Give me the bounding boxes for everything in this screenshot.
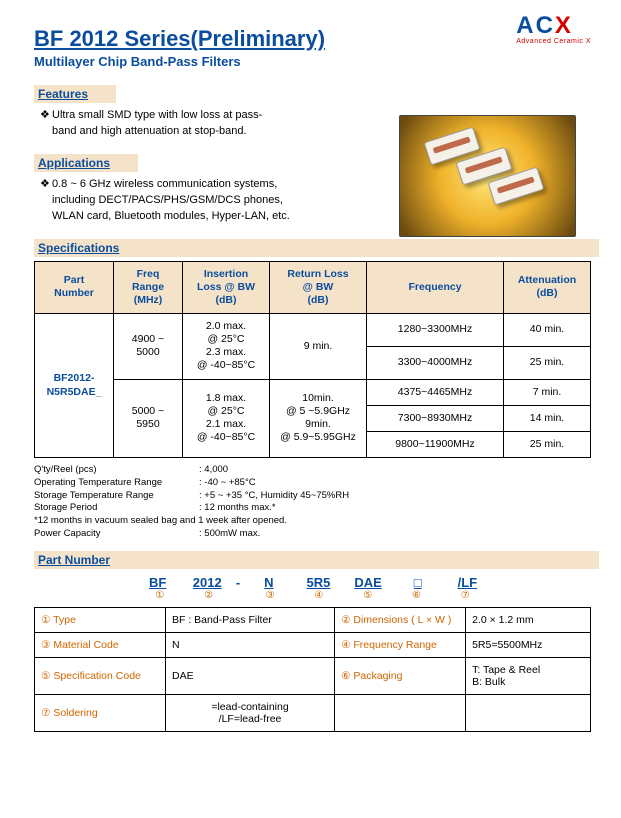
page-subtitle: Multilayer Chip Band-Pass Filters [34, 54, 591, 69]
features-text: ❖Ultra small SMD type with low loss at p… [34, 105, 340, 148]
col-part-number: Part Number [35, 261, 114, 313]
features-heading: Features [34, 85, 116, 103]
logo-subtext: Advanced Ceramic X [516, 38, 591, 45]
part-number-heading: Part Number [34, 551, 599, 569]
spec-part-number: BF2012-N5R5DAE_ [35, 314, 114, 458]
product-image [399, 115, 576, 237]
logo-text: ACX [516, 14, 591, 38]
col-attenuation: Attenuation (dB) [504, 261, 591, 313]
col-return-loss: Return Loss @ BW (dB) [270, 261, 367, 313]
part-number-index: ① ② ③ ④ ⑤ ⑥ ⑦ [34, 590, 591, 601]
col-freq-range: Freq Range (MHz) [114, 261, 183, 313]
spec-table: Part Number Freq Range (MHz) Insertion L… [34, 261, 591, 458]
page-title: BF 2012 Series(Preliminary) [34, 26, 591, 52]
applications-heading: Applications [34, 154, 138, 172]
col-insertion-loss: Insertion Loss @ BW (dB) [183, 261, 270, 313]
spec-heading: Specifications [34, 239, 599, 257]
part-number-code: BF 2012 - N 5R5 DAE □ /LF [34, 575, 591, 590]
col-frequency: Frequency [367, 261, 504, 313]
spec-meta: Q'ty/Reel (pcs)4,000 Operating Temperatu… [34, 464, 591, 541]
brand-logo: ACX Advanced Ceramic X [516, 14, 591, 45]
part-number-table: ① Type BF : Band-Pass Filter ② Dimension… [34, 607, 591, 732]
applications-text: ❖0.8 ~ 6 GHz wireless communication syst… [34, 174, 340, 233]
